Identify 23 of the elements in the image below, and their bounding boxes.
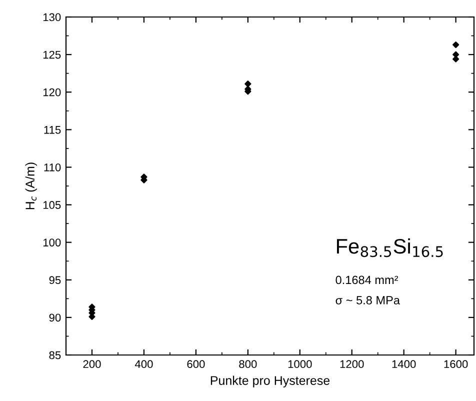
y-tick-label: 110 bbox=[44, 163, 61, 172]
x-tick-label: 400 bbox=[134, 360, 153, 368]
x-axis-title: Punkte pro Hysterese bbox=[210, 376, 330, 388]
x-tick-label: 1600 bbox=[444, 360, 468, 368]
y-tick-label: 85 bbox=[49, 351, 61, 360]
annotation: 0.1684 mm² bbox=[336, 276, 398, 284]
y-tick-label: 130 bbox=[43, 13, 61, 22]
annotation: Fe$_{83.5}$Si$_{16.5}$ bbox=[336, 238, 443, 258]
x-tick-label: 800 bbox=[239, 360, 257, 368]
y-tick-label: 125 bbox=[43, 50, 61, 59]
annotation: σ ~ 5.8 MPa bbox=[336, 296, 400, 304]
x-tick-label: 1200 bbox=[340, 360, 364, 368]
y-tick-label: 90 bbox=[49, 314, 61, 322]
x-tick-label: 1400 bbox=[392, 360, 416, 368]
x-tick-label: 200 bbox=[83, 360, 101, 368]
y-tick-label: 95 bbox=[49, 276, 61, 284]
y-tick-label: 115 bbox=[44, 126, 61, 134]
y-tick-label: 100 bbox=[43, 238, 61, 246]
x-tick-label: 1000 bbox=[288, 360, 312, 368]
y-axis-title: H$_{c}$ (A/m) bbox=[25, 162, 37, 210]
y-tick-label: 105 bbox=[43, 201, 61, 209]
y-tick-label: 120 bbox=[43, 88, 61, 96]
x-tick-label: 600 bbox=[187, 360, 205, 368]
